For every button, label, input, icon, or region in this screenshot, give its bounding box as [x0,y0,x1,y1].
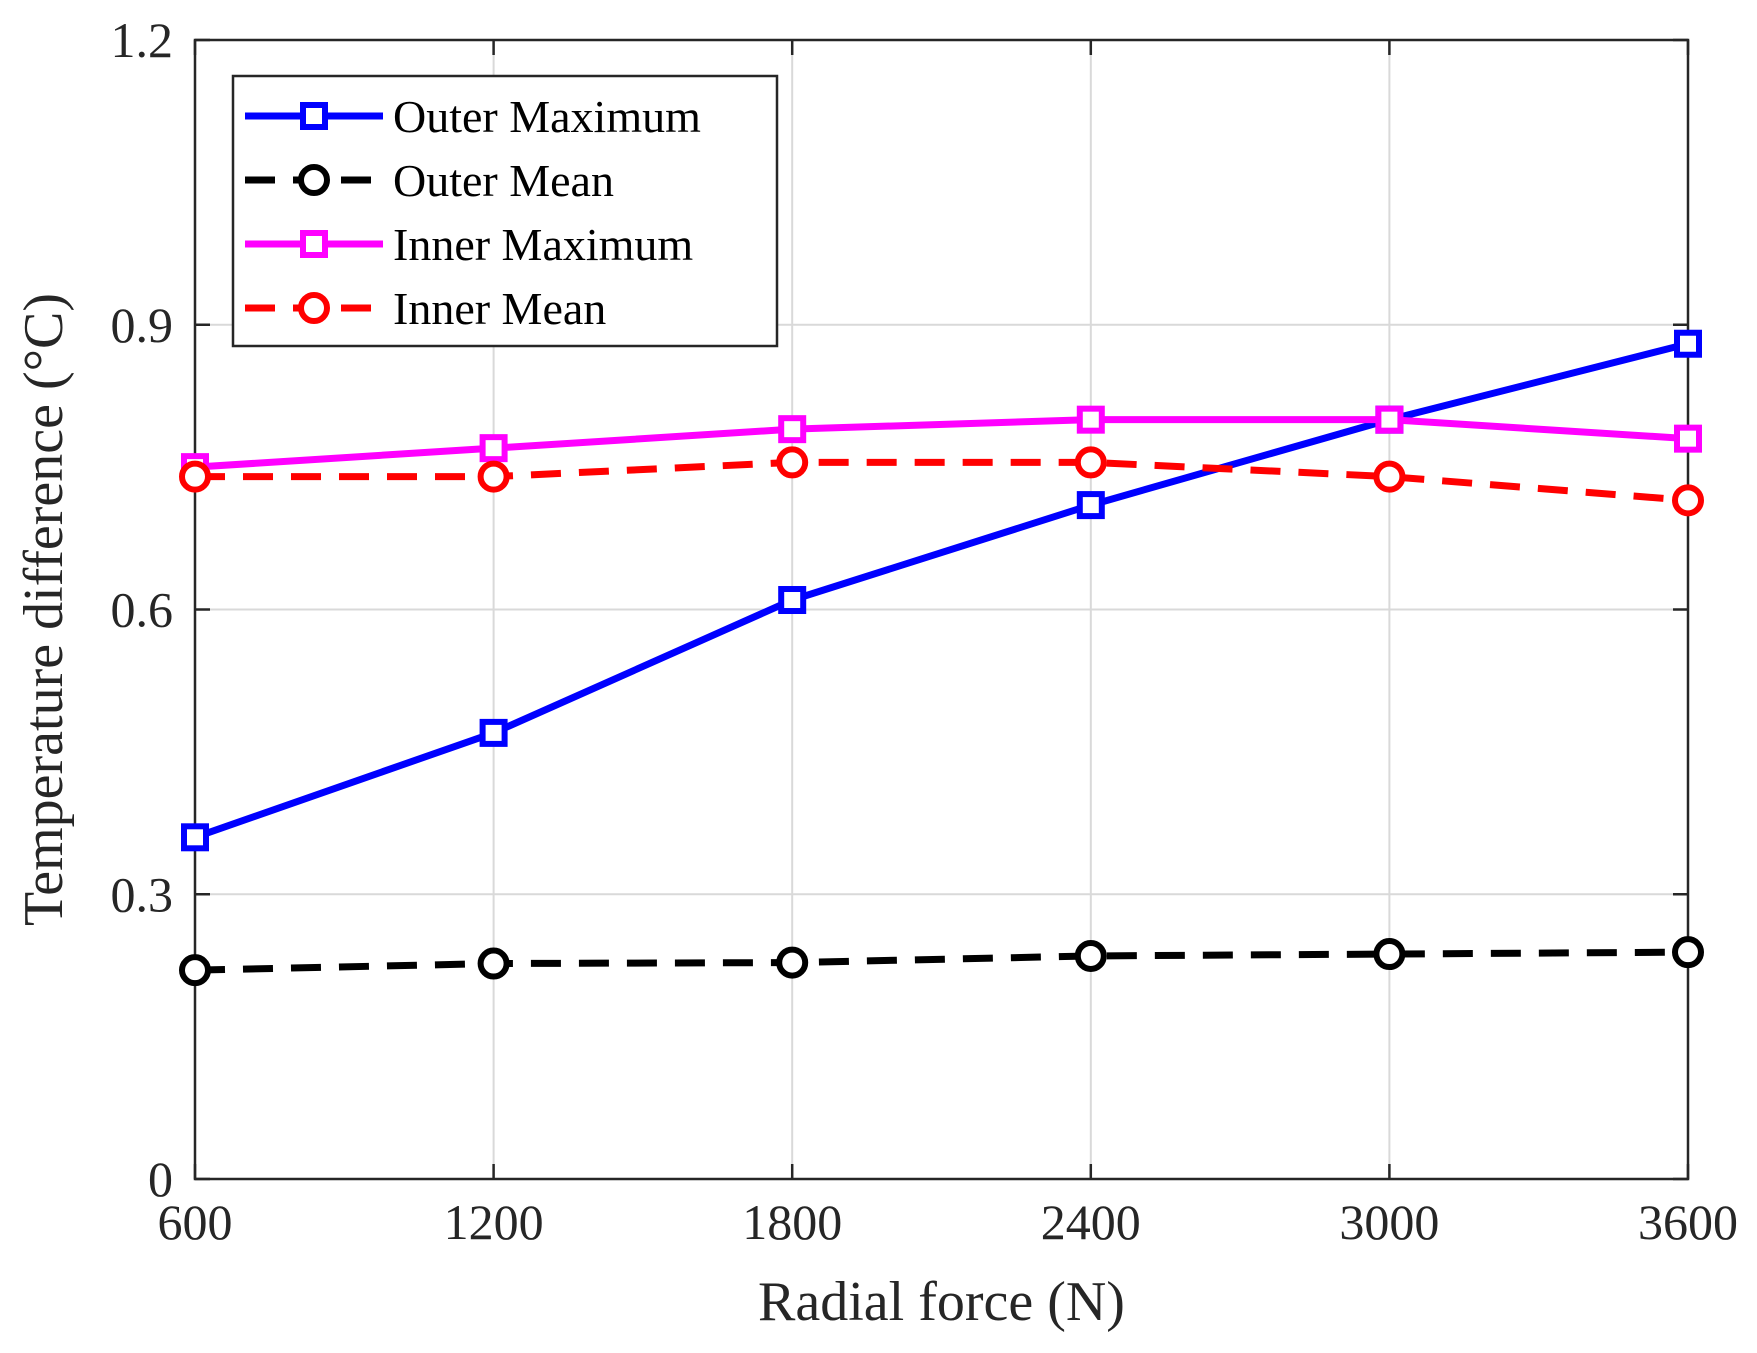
point-outer-maximum-5 [1674,329,1702,358]
y-tick-label-3: 0.9 [111,297,174,353]
legend-marker-outer-maximum [300,102,328,130]
point-inner-maximum-4 [1375,405,1404,434]
legend-label-inner-maximum: Inner Maximum [393,219,693,270]
x-tick-label-5: 3600 [1638,1194,1738,1250]
x-axis-title: Radial force (N) [758,1271,1125,1333]
legend-marker-inner-mean [298,292,330,324]
legend-item-inner-maximum: Inner Maximum [245,219,693,270]
point-inner-maximum-1 [479,434,508,463]
point-outer-maximum-1 [479,718,508,747]
point-outer-maximum-0 [181,823,209,852]
legend-marker-inner-maximum [300,230,328,258]
series-line-inner-maximum [194,416,1689,471]
tick-labels: 600 1200 1800 2400 3000 3600 0 0.3 0.6 0.9 1.2 [111,12,1739,1250]
y-tick-label-1: 0.3 [111,866,174,922]
point-outer-mean-2 [776,946,809,979]
point-inner-mean-1 [477,460,510,493]
point-outer-mean-0 [179,954,211,987]
point-inner-mean-3 [1074,446,1107,479]
x-tick-label-4: 3000 [1339,1194,1439,1250]
series-outer-mean [179,936,1704,987]
legend: Outer Maximum Outer Mean Inner Maximum Inne… [231,74,779,348]
point-inner-mean-0 [179,460,211,493]
point-outer-maximum-3 [1076,491,1105,520]
x-tick-label-1: 1200 [444,1194,544,1250]
y-tick-label-2: 0.6 [111,582,174,638]
point-inner-mean-4 [1373,460,1406,493]
point-inner-maximum-5 [1674,424,1702,453]
point-inner-mean-5 [1672,484,1704,517]
point-inner-mean-2 [776,446,809,479]
legend-marker-outer-mean [298,164,330,196]
data-series [179,329,1704,987]
x-tick-label-2: 1800 [742,1194,842,1250]
point-inner-maximum-2 [778,415,807,444]
legend-item-outer-maximum: Outer Maximum [245,91,701,142]
y-tick-label-0: 0 [148,1151,173,1207]
x-tick-label-0: 600 [158,1194,233,1250]
legend-item-inner-mean: Inner Mean [245,283,606,334]
series-line-outer-maximum [193,340,1689,841]
legend-item-outer-mean: Outer Mean [245,155,614,206]
series-inner-mean [179,446,1704,517]
point-outer-maximum-2 [778,586,807,615]
point-inner-maximum-3 [1076,405,1105,434]
legend-label-outer-maximum: Outer Maximum [393,91,701,142]
x-tick-label-3: 2400 [1041,1194,1141,1250]
series-line-outer-mean [194,948,1689,974]
series-line-inner-mean [195,458,1689,504]
legend-label-outer-mean: Outer Mean [393,155,614,206]
legend-label-inner-mean: Inner Mean [393,283,606,334]
y-axis-title: Temperature difference (°C) [13,293,75,926]
axes [193,38,1690,1181]
point-outer-mean-1 [477,947,510,980]
point-outer-mean-3 [1074,939,1107,972]
point-outer-mean-4 [1373,938,1406,971]
y-tick-label-4: 1.2 [111,12,174,68]
point-outer-mean-5 [1672,936,1704,969]
